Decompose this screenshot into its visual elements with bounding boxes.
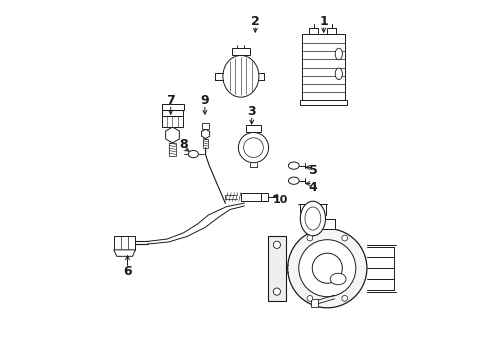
Bar — [245, 125, 261, 132]
Circle shape — [341, 235, 347, 241]
Text: 1: 1 — [319, 15, 327, 28]
Polygon shape — [165, 127, 179, 143]
Circle shape — [273, 241, 280, 248]
Bar — [114, 236, 135, 250]
Text: 10: 10 — [272, 195, 287, 205]
Bar — [203, 139, 208, 148]
Bar — [320, 219, 334, 229]
Text: 5: 5 — [308, 165, 317, 177]
Bar — [267, 236, 285, 301]
Circle shape — [306, 296, 312, 301]
Circle shape — [243, 138, 263, 157]
Circle shape — [306, 235, 312, 241]
Bar — [162, 104, 183, 110]
Text: 3: 3 — [247, 105, 256, 118]
Bar — [202, 123, 208, 129]
Circle shape — [238, 132, 268, 163]
Polygon shape — [114, 250, 135, 256]
Ellipse shape — [335, 68, 342, 80]
Text: 7: 7 — [166, 94, 175, 107]
Circle shape — [287, 229, 366, 308]
Text: 8: 8 — [179, 138, 187, 150]
Bar — [300, 100, 346, 105]
Ellipse shape — [223, 55, 258, 97]
Ellipse shape — [288, 177, 299, 184]
Text: 6: 6 — [123, 265, 132, 278]
Bar — [241, 193, 260, 201]
Bar — [326, 28, 336, 34]
Bar — [162, 116, 183, 127]
Bar — [260, 193, 267, 201]
Text: 9: 9 — [200, 94, 209, 107]
Ellipse shape — [335, 48, 342, 60]
Bar — [309, 28, 318, 34]
Ellipse shape — [300, 201, 325, 236]
Circle shape — [298, 240, 355, 297]
Bar — [162, 110, 182, 116]
Bar — [310, 299, 317, 307]
Text: 2: 2 — [250, 15, 259, 28]
Bar — [231, 48, 249, 55]
Ellipse shape — [288, 162, 299, 169]
Polygon shape — [201, 129, 209, 139]
Circle shape — [312, 253, 342, 283]
Ellipse shape — [305, 207, 320, 230]
Text: 4: 4 — [308, 181, 317, 194]
Ellipse shape — [329, 273, 346, 285]
Circle shape — [273, 288, 280, 295]
Circle shape — [341, 296, 347, 301]
Ellipse shape — [188, 150, 198, 158]
Bar — [168, 143, 176, 156]
Bar — [302, 34, 345, 101]
